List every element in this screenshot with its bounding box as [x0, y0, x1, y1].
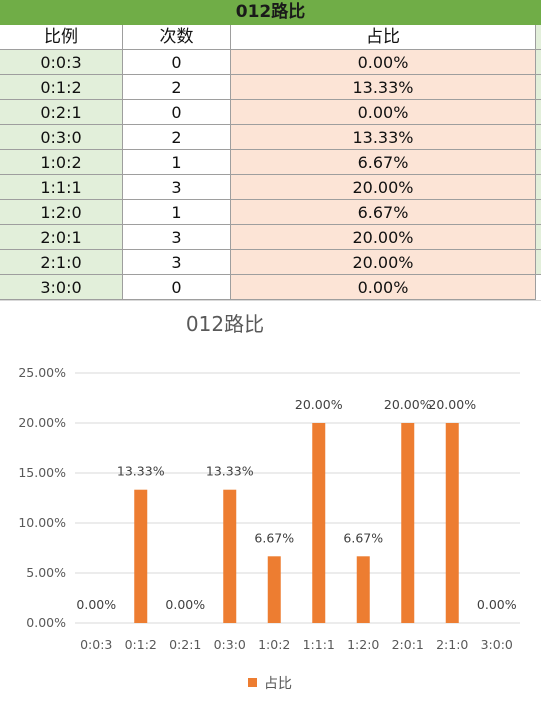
- table-row: 2:1:0 3 20.00%: [0, 250, 541, 275]
- x-tick-label: 0:0:3: [80, 637, 112, 652]
- data-label: 6.67%: [343, 530, 383, 545]
- data-label: 6.67%: [254, 530, 294, 545]
- data-label: 13.33%: [117, 464, 165, 479]
- count-cell[interactable]: 2: [123, 75, 231, 100]
- ratio-cell[interactable]: 1:1:1: [0, 175, 123, 200]
- count-cell[interactable]: 0: [123, 275, 231, 300]
- count-cell[interactable]: 0: [123, 100, 231, 125]
- bar[interactable]: [312, 423, 326, 623]
- count-cell[interactable]: 0: [123, 50, 231, 75]
- percent-cell[interactable]: 0.00%: [231, 100, 536, 125]
- y-tick-label: 10.00%: [18, 515, 66, 530]
- count-cell[interactable]: 1: [123, 150, 231, 175]
- overflow-cell[interactable]: [536, 25, 541, 50]
- bar[interactable]: [223, 489, 237, 623]
- x-tick-label: 1:1:1: [303, 637, 335, 652]
- data-label: 0.00%: [165, 597, 205, 612]
- x-tick-label: 0:1:2: [125, 637, 157, 652]
- table-row: 1:0:2 1 6.67%: [0, 150, 541, 175]
- x-tick-label: 2:0:1: [392, 637, 424, 652]
- header-percent[interactable]: 占比: [231, 25, 536, 50]
- legend-label: 占比: [264, 676, 292, 692]
- overflow-cell[interactable]: [536, 250, 541, 275]
- legend-swatch: [248, 678, 257, 687]
- data-label: 0.00%: [477, 597, 517, 612]
- header-count[interactable]: 次数: [123, 25, 231, 50]
- overflow-cell[interactable]: [536, 175, 541, 200]
- overflow-cell[interactable]: [536, 100, 541, 125]
- ratio-cell[interactable]: 2:1:0: [0, 250, 123, 275]
- percent-cell[interactable]: 20.00%: [231, 225, 536, 250]
- percent-cell[interactable]: 6.67%: [231, 200, 536, 225]
- header-ratio[interactable]: 比例: [0, 25, 123, 50]
- table-row: 2:0:1 3 20.00%: [0, 225, 541, 250]
- overflow-cell[interactable]: [536, 125, 541, 150]
- bar[interactable]: [445, 423, 459, 623]
- count-cell[interactable]: 1: [123, 200, 231, 225]
- x-tick-label: 1:0:2: [258, 637, 290, 652]
- table-header-row: 比例 次数 占比: [0, 25, 541, 50]
- table-row: 3:0:0 0 0.00%: [0, 275, 541, 300]
- y-tick-label: 15.00%: [18, 465, 66, 480]
- table-row: 1:2:0 1 6.67%: [0, 200, 541, 225]
- y-tick-label: 20.00%: [18, 415, 66, 430]
- bar[interactable]: [356, 556, 370, 623]
- x-tick-label: 2:1:0: [436, 637, 468, 652]
- table-title[interactable]: 012路比: [0, 0, 541, 26]
- ratio-cell[interactable]: 0:1:2: [0, 75, 123, 100]
- data-label: 20.00%: [428, 397, 476, 412]
- overflow-cell[interactable]: [536, 225, 541, 250]
- ratio-cell[interactable]: 3:0:0: [0, 275, 123, 300]
- overflow-cell[interactable]: [536, 200, 541, 225]
- bar[interactable]: [401, 423, 415, 623]
- ratio-cell[interactable]: 1:0:2: [0, 150, 123, 175]
- table-row: 0:0:3 0 0.00%: [0, 50, 541, 75]
- overflow-cell[interactable]: [536, 150, 541, 175]
- y-tick-label: 25.00%: [18, 365, 66, 380]
- x-tick-label: 1:2:0: [347, 637, 379, 652]
- count-cell[interactable]: 3: [123, 225, 231, 250]
- ratio-cell[interactable]: 0:0:3: [0, 50, 123, 75]
- overflow-cell[interactable]: [536, 50, 541, 75]
- x-tick-label: 0:3:0: [214, 637, 246, 652]
- table-row: 0:3:0 2 13.33%: [0, 125, 541, 150]
- y-tick-label: 5.00%: [26, 565, 66, 580]
- percent-cell[interactable]: 20.00%: [231, 175, 536, 200]
- data-label: 13.33%: [206, 464, 254, 479]
- table-row: 0:2:1 0 0.00%: [0, 100, 541, 125]
- x-tick-label: 0:2:1: [169, 637, 201, 652]
- chart-title: 012路比: [186, 312, 264, 336]
- table-row: 1:1:1 3 20.00%: [0, 175, 541, 200]
- percent-cell[interactable]: 0.00%: [231, 275, 536, 300]
- table-row: 0:1:2 2 13.33%: [0, 75, 541, 100]
- data-label: 20.00%: [384, 397, 432, 412]
- data-label: 0.00%: [76, 597, 116, 612]
- percent-cell[interactable]: 13.33%: [231, 125, 536, 150]
- x-tick-label: 3:0:0: [481, 637, 513, 652]
- ratio-cell[interactable]: 1:2:0: [0, 200, 123, 225]
- overflow-cell[interactable]: [536, 75, 541, 100]
- ratio-cell[interactable]: 0:3:0: [0, 125, 123, 150]
- count-cell[interactable]: 2: [123, 125, 231, 150]
- count-cell[interactable]: 3: [123, 175, 231, 200]
- percent-cell[interactable]: 0.00%: [231, 50, 536, 75]
- bar[interactable]: [134, 489, 148, 623]
- ratio-cell[interactable]: 0:2:1: [0, 100, 123, 125]
- ratio-cell[interactable]: 2:0:1: [0, 225, 123, 250]
- data-label: 20.00%: [295, 397, 343, 412]
- count-cell[interactable]: 3: [123, 250, 231, 275]
- bar-chart[interactable]: 012路比 0.00% 5.00% 10.00% 15.00% 20.00% 25.00%…: [0, 300, 541, 702]
- percent-cell[interactable]: 13.33%: [231, 75, 536, 100]
- y-tick-label: 0.00%: [26, 615, 66, 630]
- bar[interactable]: [267, 556, 281, 623]
- percent-cell[interactable]: 6.67%: [231, 150, 536, 175]
- percent-cell[interactable]: 20.00%: [231, 250, 536, 275]
- chart-canvas: 012路比 0.00% 5.00% 10.00% 15.00% 20.00% 25.00%…: [18, 312, 520, 692]
